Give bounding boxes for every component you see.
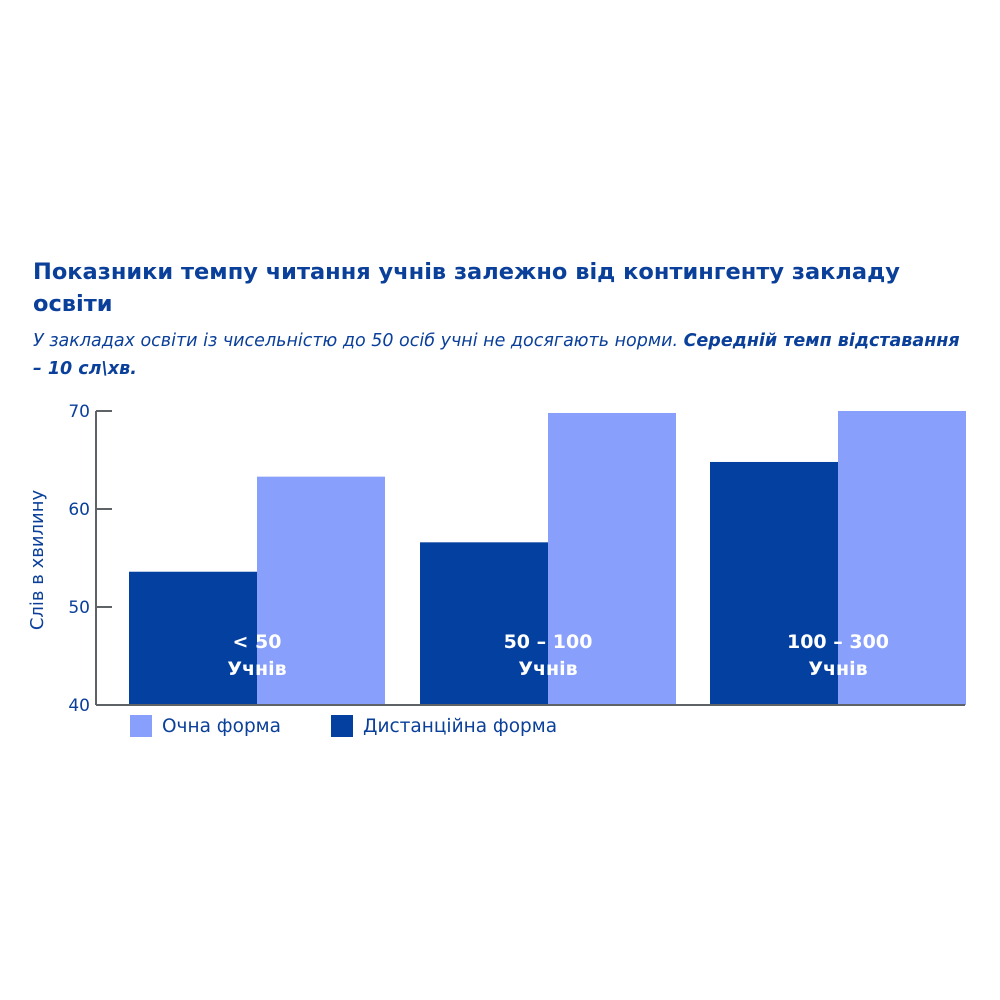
category-label: < 50 <box>233 631 282 653</box>
bar-in-person <box>257 476 385 705</box>
bar-distance <box>710 461 838 705</box>
bar-distance <box>420 542 548 705</box>
category-label-unit: Учнів <box>227 658 286 680</box>
category-label-unit: Учнів <box>808 658 867 680</box>
legend-item-in-person: Очна форма <box>130 715 281 737</box>
bar-distance <box>129 571 257 705</box>
subtitle-normal: У закладах освіти із чисельністю до 50 о… <box>33 331 679 351</box>
legend-label-in-person: Очна форма <box>162 715 281 737</box>
y-tick-label: 70 <box>68 402 90 422</box>
subtitle-bold: Середній темп відставання – 10 сл\хв. <box>33 331 960 379</box>
legend-swatch-in-person <box>130 715 152 737</box>
chart-subtitle: У закладах освіти із чисельністю до 50 о… <box>33 327 968 383</box>
y-tick-label: 40 <box>68 696 90 716</box>
category-label: 100 – 300 <box>787 631 889 653</box>
legend: Очна форма Дистанційна форма <box>130 715 607 737</box>
y-tick-label: 60 <box>68 500 90 520</box>
legend-item-distance: Дистанційна форма <box>330 715 558 737</box>
category-label: 50 – 100 <box>504 631 593 653</box>
category-label-unit: Учнів <box>518 658 577 680</box>
y-tick-label: 50 <box>68 598 90 618</box>
y-axis-label: Слів в хвилину <box>27 489 48 630</box>
legend-label-distance: Дистанційна форма <box>362 715 558 737</box>
legend-swatch-distance <box>330 715 353 737</box>
bar-in-person <box>548 412 676 705</box>
chart-title: Показники темпу читання учнів залежно ві… <box>33 259 900 317</box>
bar-in-person <box>838 411 966 705</box>
